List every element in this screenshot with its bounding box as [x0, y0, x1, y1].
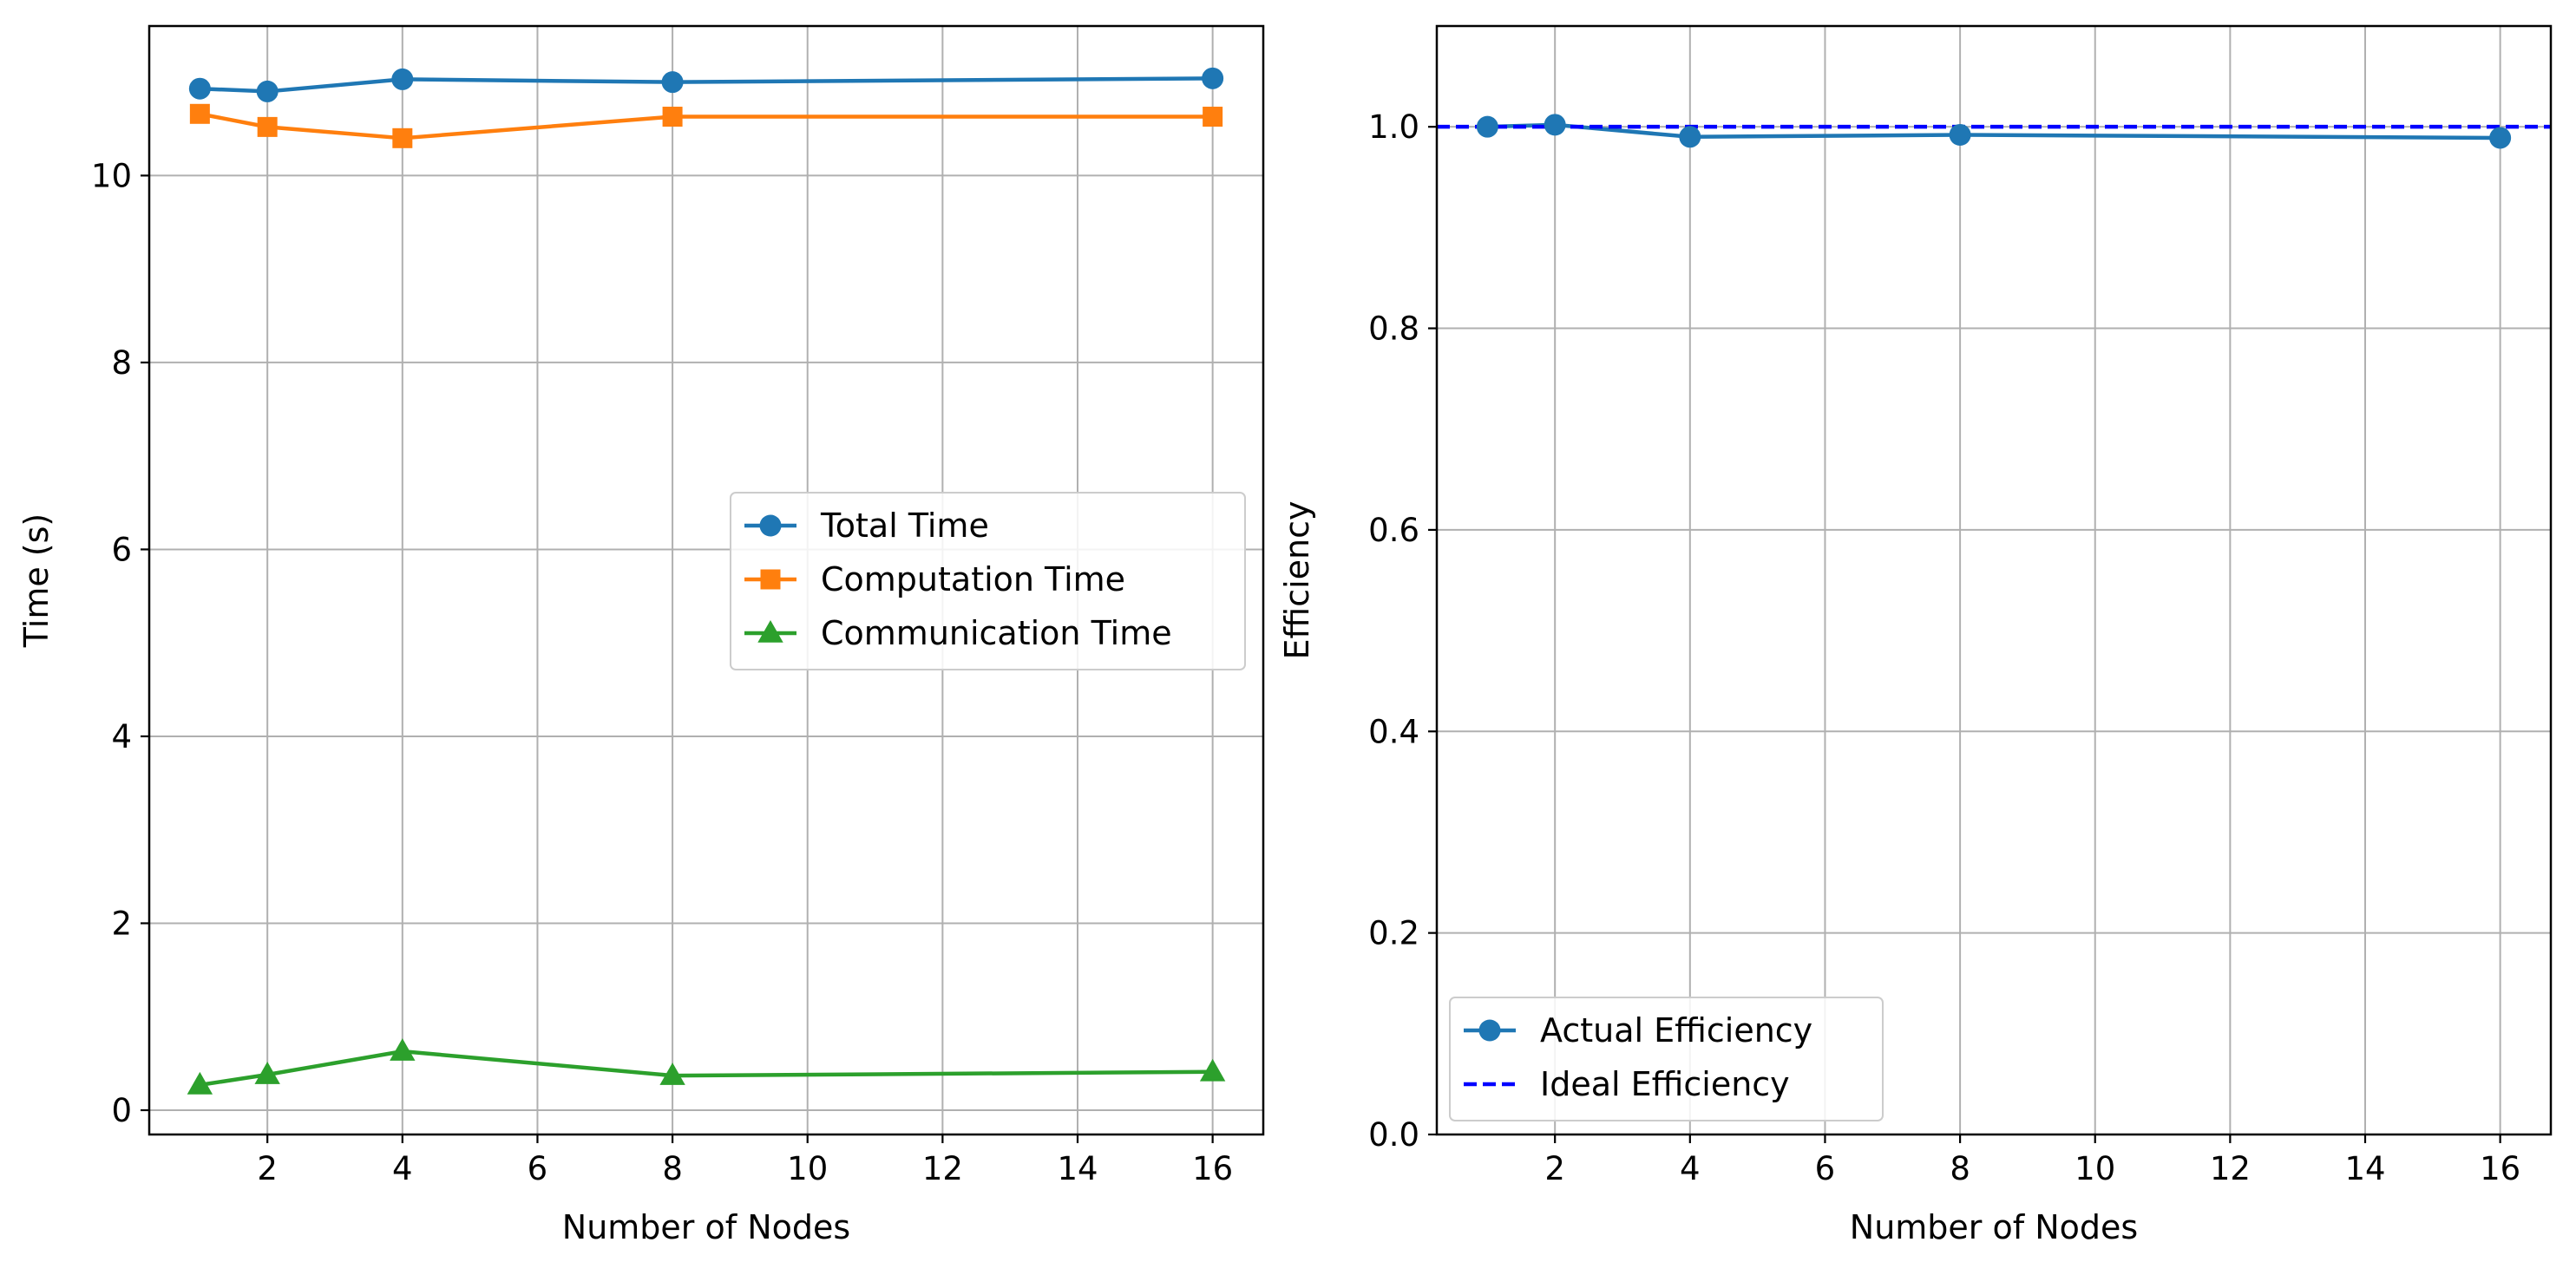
y-tick-label: 0 — [111, 1092, 132, 1129]
computation-time-point — [392, 128, 413, 148]
x-axis-label: Number of Nodes — [1850, 1208, 2138, 1246]
y-tick-label: 0.4 — [1368, 713, 1419, 750]
computation-time-point — [1203, 107, 1223, 128]
x-tick-label: 4 — [1680, 1150, 1701, 1187]
x-tick-label: 12 — [922, 1150, 963, 1187]
legend-label: Ideal Efficiency — [1540, 1065, 1790, 1103]
y-tick-label: 8 — [111, 344, 132, 382]
x-tick-label: 6 — [1815, 1150, 1836, 1187]
x-tick-label: 14 — [2344, 1150, 2385, 1187]
y-tick-label: 1.0 — [1368, 108, 1419, 146]
x-tick-label: 16 — [1192, 1150, 1233, 1187]
plot-frame — [147, 24, 1265, 1136]
y-tick-label: 4 — [111, 718, 132, 755]
y-tick-label: 0.2 — [1368, 915, 1419, 952]
total-time-point — [661, 71, 684, 94]
y-tick-label: 0.8 — [1368, 311, 1419, 348]
legend-label: Actual Efficiency — [1540, 1011, 1812, 1049]
computation-time-point — [189, 103, 210, 124]
x-tick-label: 2 — [1544, 1150, 1565, 1187]
legend-marker-computation-time — [760, 569, 781, 590]
y-tick-label: 0.6 — [1368, 512, 1419, 549]
y-tick-label: 0.0 — [1368, 1116, 1419, 1154]
y-axis-label: Time (s) — [17, 513, 56, 649]
legend-box — [1449, 997, 1884, 1121]
legend-marker-communication-time — [757, 620, 783, 643]
communication-time-line — [200, 1049, 1213, 1088]
x-tick-label: 10 — [787, 1150, 828, 1187]
actual-efficiency-point — [1476, 115, 1498, 138]
y-tick-label: 2 — [111, 905, 132, 942]
total-time-point — [391, 68, 414, 90]
actual-efficiency-point — [1544, 114, 1566, 136]
computation-time-line — [199, 112, 1213, 141]
total-time-point — [188, 77, 211, 100]
x-axis-label: Number of Nodes — [562, 1208, 850, 1246]
x-tick-label: 6 — [528, 1150, 548, 1187]
communication-time-point — [254, 1062, 280, 1084]
total-time-point — [256, 80, 279, 102]
legend-marker-actual-efficiency — [1478, 1019, 1501, 1042]
plot-area — [1437, 114, 2551, 149]
legend: Total Time Computation Time Communication … — [730, 492, 1246, 670]
total-time-point — [1202, 67, 1224, 89]
computation-time-point — [662, 107, 683, 128]
y-tick-label: 10 — [91, 157, 132, 194]
efficiency-chart: 2 4 6 8 10 12 14 16 0.0 0.2 0.4 0.6 0.8 1.0 Number of … — [1278, 24, 2553, 1246]
legend-label: Communication Time — [821, 614, 1172, 652]
x-tick-label: 4 — [392, 1150, 413, 1187]
actual-efficiency-point — [1679, 126, 1701, 148]
x-tick-label: 2 — [257, 1150, 278, 1187]
computation-time-point — [257, 116, 278, 137]
legend-label: Total Time — [820, 507, 989, 545]
actual-efficiency-point — [2489, 127, 2512, 149]
x-tick-label: 8 — [662, 1150, 683, 1187]
legend-marker-total-time — [759, 514, 782, 537]
actual-efficiency-point — [1949, 123, 1971, 146]
x-tick-label: 16 — [2480, 1150, 2520, 1187]
x-tick-label: 12 — [2210, 1150, 2251, 1187]
legend: Actual Efficiency Ideal Efficiency — [1449, 997, 1884, 1121]
total-time-line — [200, 76, 1213, 94]
communication-time-point — [659, 1062, 685, 1085]
y-tick-label: 6 — [111, 531, 132, 568]
plot-frame — [1435, 24, 2553, 1136]
legend-label: Computation Time — [821, 560, 1125, 598]
plot-area — [187, 67, 1226, 1095]
x-tick-label: 8 — [1950, 1150, 1970, 1187]
y-axis-label: Efficiency — [1278, 500, 1316, 659]
communication-time-point — [390, 1038, 416, 1061]
legend-box — [730, 492, 1246, 670]
x-tick-label: 14 — [1057, 1150, 1098, 1187]
communication-time-point — [1199, 1058, 1226, 1082]
communication-time-point — [187, 1071, 213, 1095]
time-chart: 2 4 6 8 10 12 14 16 0 2 4 6 8 10 Number of Nodes Time (… — [17, 24, 1265, 1246]
x-tick-label: 10 — [2075, 1150, 2115, 1187]
